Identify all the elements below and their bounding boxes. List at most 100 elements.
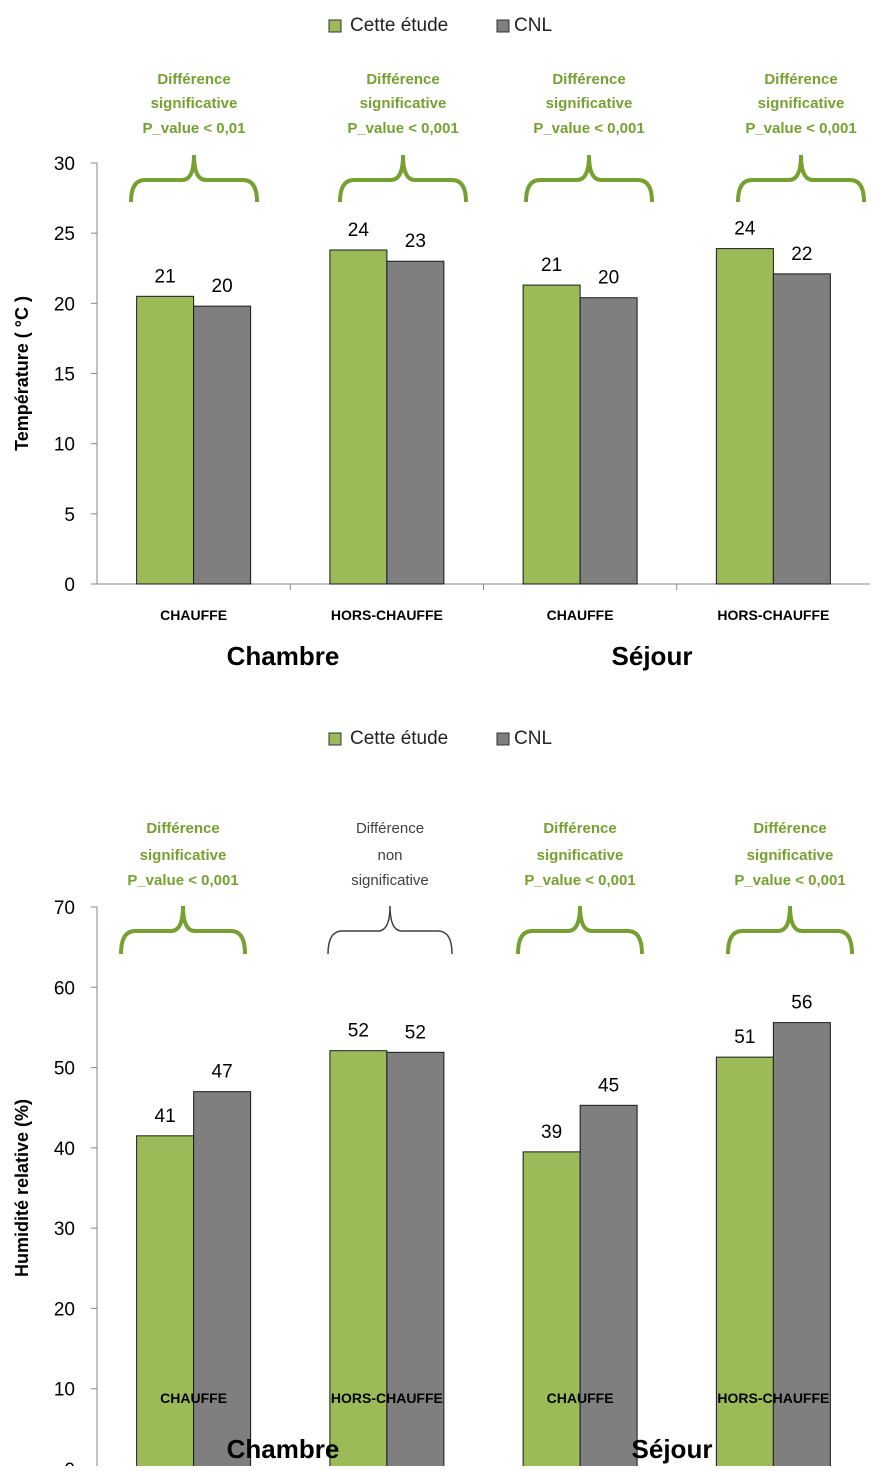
chart-1-group-label-2: Séjour: [612, 641, 693, 671]
chart-2-annotation-4-line-2: significative: [747, 847, 834, 864]
chart-1-x-tick-label-2: HORS-CHAUFFE: [331, 607, 443, 623]
chart-2-data-label-1-2: 52: [348, 1021, 369, 1042]
chart-2-y-axis-label: Humidité relative (%): [12, 1099, 32, 1277]
chart-2-legend-swatch-1: [328, 732, 342, 746]
chart-1-annotation-4-line-2: significative: [758, 95, 845, 112]
chart-2-annotation-brace-1: [119, 905, 247, 955]
chart-1-group-label-1: Chambre: [227, 641, 340, 671]
chart-1-bar-1-1: [136, 295, 195, 585]
chart-2-bar-1-3: [522, 1151, 581, 1470]
chart-2-annotation-2-line-2: non: [377, 847, 402, 864]
chart-1-annotation-brace-4: [736, 154, 866, 203]
chart-1-y-tick-label-1: 5: [64, 505, 75, 526]
chart-2-bar-1-4: [715, 1056, 774, 1470]
chart-1-y-tick-label-3: 15: [54, 365, 75, 386]
chart-2-annotation-2-line-1: Différence: [356, 820, 424, 837]
chart-2-annotation-brace-4: [726, 905, 854, 955]
chart-2-annotation-4-line-1: Différence: [753, 820, 826, 837]
chart-1-bar-1-4: [715, 248, 774, 585]
chart-1-x-tick-label-4: HORS-CHAUFFE: [717, 607, 829, 623]
chart-1-annotation-brace-3: [524, 154, 654, 203]
chart-2-annotation-2-line-3: significative: [351, 872, 429, 889]
chart-2-data-label-2-2: 52: [405, 1022, 426, 1043]
chart-2-y-tick-label-4: 40: [54, 1139, 75, 1160]
chart-2-y-tick-label-2: 20: [54, 1299, 75, 1320]
chart-1-y-tick-label-4: 20: [54, 294, 75, 315]
chart-2-bar-2-4: [772, 1022, 831, 1470]
chart-1-annotation-brace-1: [129, 154, 259, 203]
chart-2-annotation-1-line-3: P_value < 0,001: [127, 872, 238, 889]
chart-1-bar-2-1: [193, 305, 252, 585]
chart-1-legend-swatch-1: [328, 19, 342, 33]
chart-2-bar-2-3: [579, 1104, 638, 1470]
chart-1-annotation-2-line-2: significative: [360, 95, 447, 112]
chart-1-x-tick-label-1: CHAUFFE: [160, 607, 227, 623]
chart-2-annotation-3-line-3: P_value < 0,001: [524, 872, 635, 889]
chart-2-bar-2-2: [386, 1051, 445, 1470]
chart-1-x-tick-label-3: CHAUFFE: [547, 607, 614, 623]
chart-2-data-label-1-1: 41: [155, 1106, 176, 1127]
chart-2-y-tick-label-6: 60: [54, 978, 75, 999]
chart-2-y-tick-label-1: 10: [54, 1380, 75, 1401]
chart-2-y-tick-label-5: 50: [54, 1059, 75, 1080]
chart-2-annotation-1-line-1: Différence: [146, 820, 219, 837]
chart-2-data-label-2-3: 45: [598, 1075, 619, 1096]
chart-1-data-label-1-4: 24: [734, 219, 756, 240]
chart-1-annotation-1-line-2: significative: [151, 95, 238, 112]
chart-2-bar-1-1: [136, 1135, 195, 1470]
chart-1-annotation-3-line-1: Différence: [552, 71, 625, 88]
chart-2-annotation-brace-3: [516, 905, 644, 955]
chart-2-x-tick-label-1: CHAUFFE: [160, 1390, 227, 1406]
chart-2-data-label-2-4: 56: [791, 993, 812, 1014]
chart-1-annotation-2-line-3: P_value < 0,001: [347, 120, 458, 137]
chart-2-legend-label-2: CNL: [514, 728, 552, 749]
chart-2-group-label-1: Chambre: [227, 1434, 340, 1464]
chart-1-annotation-3-line-3: P_value < 0,001: [533, 120, 644, 137]
chart-1-data-label-2-1: 20: [212, 276, 233, 297]
chart-2-legend-swatch-2: [496, 732, 510, 746]
chart-2-x-tick-label-4: HORS-CHAUFFE: [717, 1390, 829, 1406]
chart-1-y-tick-label-5: 25: [54, 224, 75, 245]
chart-2-x-tick-label-3: CHAUFFE: [547, 1390, 614, 1406]
chart-2-legend-label-1: Cette étude: [350, 728, 448, 749]
chart-1-annotation-3-line-2: significative: [546, 95, 633, 112]
chart-2-annotation-3-line-1: Différence: [543, 820, 616, 837]
chart-1-data-label-2-2: 23: [405, 231, 426, 252]
chart-2-data-label-1-4: 51: [734, 1027, 755, 1048]
chart-1-data-label-2-4: 22: [791, 244, 812, 265]
chart-1-annotation-brace-2: [338, 154, 468, 203]
chart-1-legend-label-1: Cette étude: [350, 15, 448, 36]
chart-1-y-tick-label-0: 0: [64, 575, 75, 596]
chart-2-data-label-1-3: 39: [541, 1122, 562, 1143]
chart-1-annotation-4-line-3: P_value < 0,001: [745, 120, 856, 137]
chart-2-annotation-3-line-2: significative: [537, 847, 624, 864]
chart-1-legend-swatch-2: [496, 19, 510, 33]
chart-1-annotation-4-line-1: Différence: [764, 71, 837, 88]
chart-1-data-label-2-3: 20: [598, 268, 619, 289]
chart-2-x-tick-label-2: HORS-CHAUFFE: [331, 1390, 443, 1406]
chart-1-data-label-1-2: 24: [348, 220, 370, 241]
chart-2-annotation-1-line-2: significative: [140, 847, 227, 864]
chart-2-annotation-4-line-3: P_value < 0,001: [734, 872, 845, 889]
chart-2-group-label-2: Séjour: [632, 1434, 713, 1464]
chart-1-bar-1-3: [522, 284, 581, 585]
chart-2-annotation-brace-2: [327, 905, 453, 955]
chart-2-bar-2-1: [193, 1091, 252, 1470]
chart-1-data-label-1-1: 21: [155, 266, 176, 287]
chart-2-y-tick-label-0: 0: [64, 1460, 75, 1466]
chart-2-y-tick-label-7: 70: [54, 898, 75, 919]
chart-1-bar-1-2: [329, 249, 388, 585]
chart-2-bar-1-2: [329, 1050, 388, 1470]
chart-1-annotation-1-line-3: P_value < 0,01: [143, 120, 246, 137]
chart-1-bar-2-4: [772, 273, 831, 585]
chart-2-data-label-2-1: 47: [212, 1062, 233, 1083]
chart-1-bar-2-3: [579, 297, 638, 585]
chart-1-y-axis-label: Température ( °C ): [12, 296, 32, 451]
chart-2-y-tick-label-3: 30: [54, 1219, 75, 1240]
chart-1-bar-2-2: [386, 260, 445, 585]
chart-1-legend-label-2: CNL: [514, 15, 552, 36]
chart-1-data-label-1-3: 21: [541, 255, 562, 276]
chart-1-y-tick-label-6: 30: [54, 154, 75, 175]
